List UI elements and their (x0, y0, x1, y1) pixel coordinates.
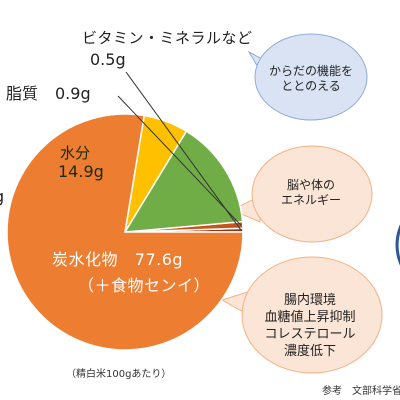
bubble-text-vitamin: からだの機能を ととのえる (256, 64, 366, 94)
bubble-text-line: 脳や体の (286, 178, 335, 192)
bubble-text-line: ととのえる (281, 79, 341, 93)
bubble-text-line: 腸内環境 (283, 293, 336, 308)
label-carbohydrate: 炭水化物 77.6g (52, 252, 183, 268)
label-vitamin-value: 0.5g (90, 50, 126, 69)
bubble-text-line: コレステロール (264, 327, 356, 342)
label-carbohydrate-sub: （＋食物センイ） (78, 276, 211, 295)
bubble-text-line: エネルギー (280, 193, 341, 207)
callout-bubble-vitamin (247, 33, 368, 121)
label-vitamin-name: ビタミン・ミネラルなど (82, 29, 253, 47)
bubble-text-line: 濃度低下 (283, 344, 336, 359)
label-carbohydrate-name: 炭水化物 (52, 250, 119, 269)
pie-slice-carbohydrate (6, 113, 244, 351)
label-water-name: 水分 (60, 144, 91, 162)
pie-slice-water (123, 130, 244, 233)
label-fat-name: 脂質 (6, 84, 39, 103)
edge-circle-partial (395, 224, 400, 266)
bubble-text-line: からだの機能を (268, 64, 353, 78)
callout-bubble-fiber (220, 256, 383, 374)
leader-line-vitamin (125, 71, 242, 231)
callout-bubble-energy (230, 145, 373, 243)
label-carbohydrate-value: 77.6g (134, 250, 184, 269)
bubble-text-fiber: 腸内環境 血糖値上昇抑制 コレステロール 濃度低下 (250, 292, 370, 360)
label-protein-value: g (0, 189, 4, 205)
label-water-value: 14.9g (58, 162, 104, 181)
reference-note: 参考 文部科学省「日 (322, 386, 400, 397)
bubble-text-energy: 脳や体の エネルギー (256, 178, 366, 208)
label-fat-value: 0.9g (55, 84, 91, 103)
leader-line-fat (117, 95, 242, 226)
footnote: （精白米100gあたり） (66, 369, 172, 380)
bubble-text-line: 血糖値上昇抑制 (264, 310, 356, 325)
